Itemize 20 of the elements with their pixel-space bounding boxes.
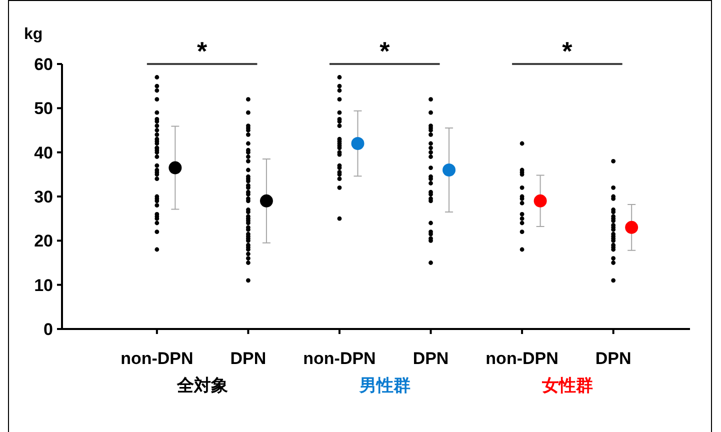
xtick: non-DPN xyxy=(303,349,376,368)
annotation: * xyxy=(197,36,208,66)
ylabel: kg xyxy=(24,26,43,43)
annotation: 全対象 xyxy=(177,376,228,395)
ytick: 0 xyxy=(44,320,53,339)
ytick: 10 xyxy=(34,276,53,295)
ytick: 30 xyxy=(34,188,53,206)
xtick: non-DPN xyxy=(486,349,558,368)
annotation: 女性群 xyxy=(542,376,594,395)
ytick: 60 xyxy=(34,55,53,74)
ytick: 50 xyxy=(34,99,53,118)
xtick: non-DPN xyxy=(120,349,194,368)
annotation: * xyxy=(562,36,572,66)
ytick: 40 xyxy=(34,143,53,162)
annotation: 男性群 xyxy=(360,376,411,395)
xtick: DPN xyxy=(412,349,449,368)
ytick: 20 xyxy=(34,232,53,251)
xtick: DPN xyxy=(230,349,266,368)
xtick: DPN xyxy=(595,349,632,368)
annotation: * xyxy=(380,36,390,66)
